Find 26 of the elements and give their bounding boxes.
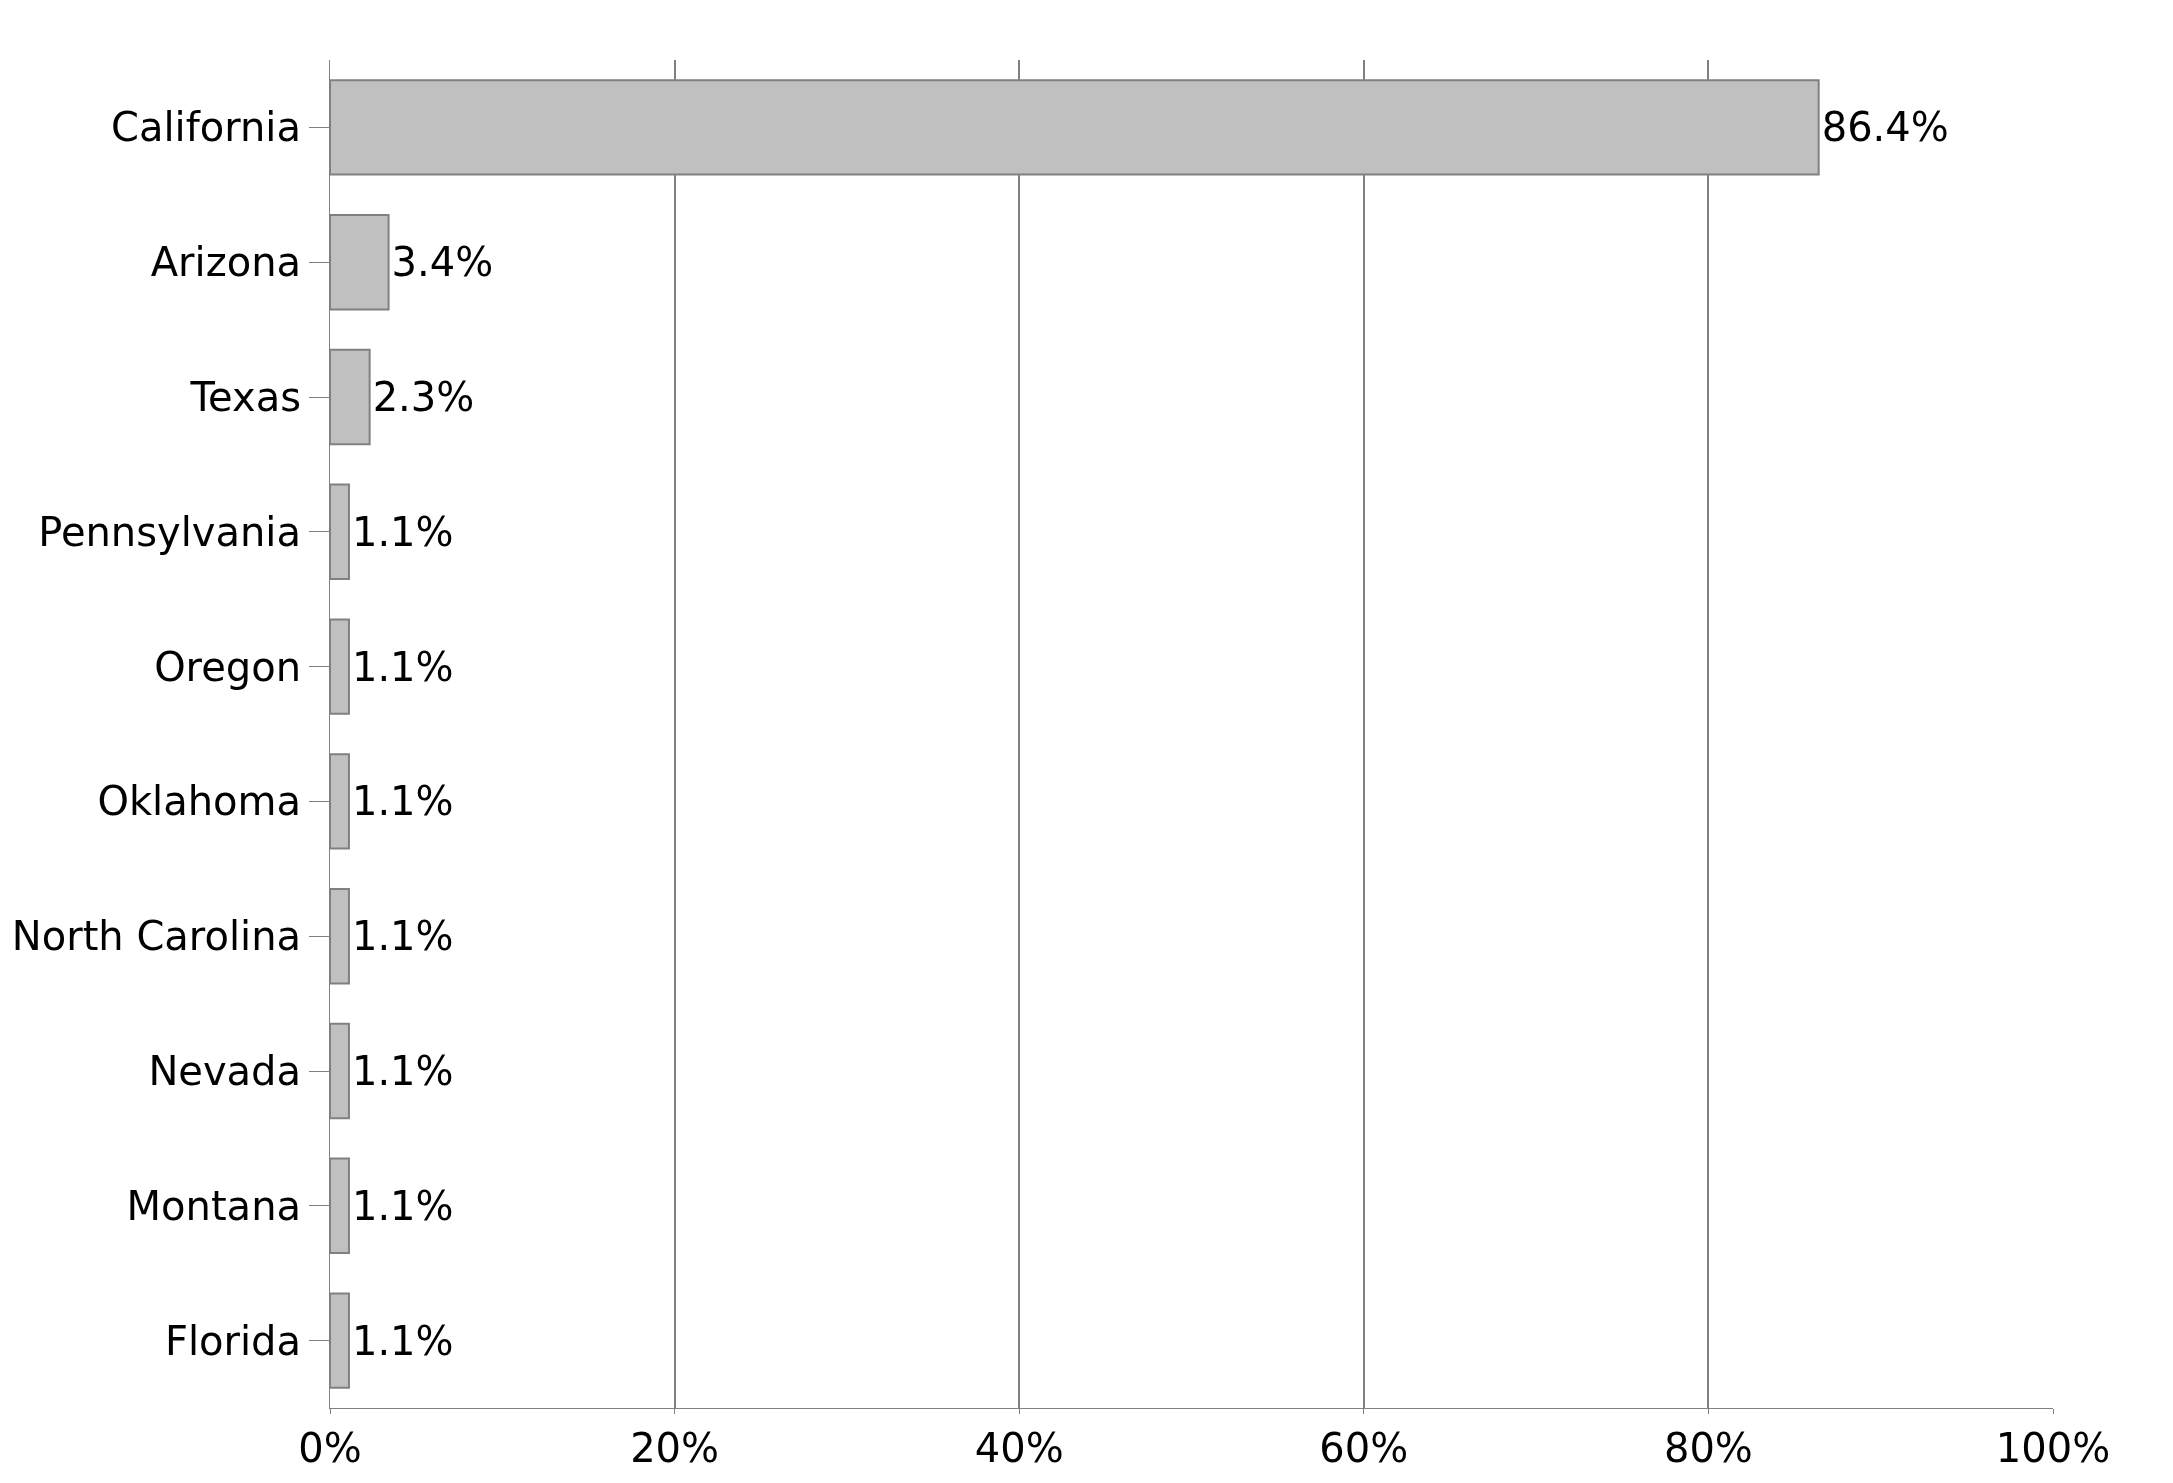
data-label: 1.1%	[351, 778, 454, 825]
y-tick-label: Nevada	[148, 1048, 301, 1094]
x-tick-label: 0%	[298, 1425, 362, 1471]
x-tick-label: 20%	[630, 1425, 720, 1471]
y-tick-label: Pennsylvania	[38, 508, 301, 555]
y-tick-label: Texas	[189, 374, 301, 420]
y-tick-label: Florida	[164, 1317, 301, 1364]
y-tick-label: California	[111, 104, 301, 151]
x-tick-label: 100%	[1995, 1425, 2111, 1471]
data-label: 86.4%	[1821, 104, 1949, 151]
x-tick-label: 60%	[1319, 1425, 1409, 1471]
x-tick-label: 80%	[1663, 1425, 1753, 1471]
data-label: 1.1%	[351, 1048, 454, 1094]
y-tick-label: Oklahoma	[97, 778, 301, 825]
y-tick-label: North Carolina	[11, 913, 301, 960]
x-tick-label: 40%	[974, 1425, 1064, 1471]
data-label: 1.1%	[351, 643, 454, 690]
data-label: 2.3%	[372, 374, 475, 420]
y-tick-label: Montana	[126, 1182, 301, 1229]
data-label: 1.1%	[351, 1317, 454, 1364]
data-label: 1.1%	[351, 1182, 454, 1229]
data-label: 1.1%	[351, 508, 454, 555]
y-tick-label: Arizona	[150, 239, 301, 286]
y-tick-label: Oregon	[154, 643, 301, 690]
data-label: 1.1%	[351, 913, 454, 960]
data-label: 3.4%	[391, 239, 494, 286]
